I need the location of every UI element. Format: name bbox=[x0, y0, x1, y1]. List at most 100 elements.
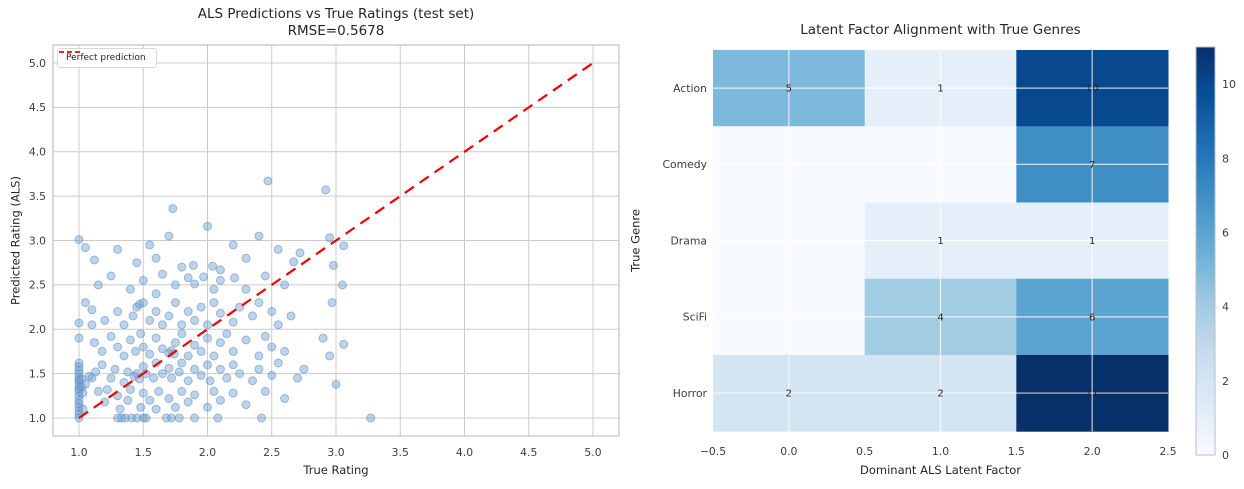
heatmap-title: Latent Factor Alignment with True Genres bbox=[800, 22, 1081, 38]
scatter-point bbox=[123, 395, 133, 405]
scatter-point bbox=[228, 346, 238, 356]
scatter-point bbox=[136, 402, 146, 412]
scatter-point bbox=[145, 240, 155, 250]
scatter-point bbox=[328, 260, 338, 270]
colorbar-tick-label: 6 bbox=[1222, 226, 1229, 239]
scatter-point bbox=[280, 394, 290, 403]
scatter-point bbox=[138, 388, 148, 398]
scatter-point bbox=[120, 413, 130, 423]
scatter-x-tick-label: 4.0 bbox=[456, 446, 473, 459]
scatter-point bbox=[164, 394, 174, 403]
scatter-point bbox=[74, 333, 84, 343]
scatter-point bbox=[164, 231, 174, 241]
scatter-point bbox=[136, 329, 146, 339]
scatter-point bbox=[151, 289, 161, 299]
scatter-point bbox=[183, 397, 193, 407]
scatter-point bbox=[110, 364, 120, 374]
scatter-point bbox=[106, 331, 116, 341]
scatter-point bbox=[203, 333, 212, 343]
heatmap-xaxis-label: Dominant ALS Latent Factor bbox=[860, 463, 1021, 477]
heatmap-cell-value: 1 bbox=[1089, 236, 1095, 247]
scatter-x-tick-label: 1.5 bbox=[135, 446, 152, 459]
scatter-point bbox=[318, 333, 328, 343]
scatter-point bbox=[196, 346, 206, 356]
heatmap-row-label: Comedy bbox=[662, 158, 707, 171]
scatter-point bbox=[113, 307, 123, 316]
heatmap-cell-value: 4 bbox=[937, 312, 943, 323]
scatter-point bbox=[123, 367, 133, 377]
scatter-point bbox=[138, 413, 148, 423]
scatter-point bbox=[260, 386, 270, 396]
heatmap-cell-value: 10 bbox=[1086, 84, 1099, 95]
scatter-point bbox=[280, 346, 290, 356]
scatter-point bbox=[177, 386, 187, 396]
scatter-point bbox=[208, 261, 218, 271]
scatter-point bbox=[293, 373, 302, 383]
scatter-point bbox=[248, 376, 257, 386]
scatter-point bbox=[164, 363, 174, 373]
scatter-point bbox=[337, 280, 347, 290]
scatter-point bbox=[170, 402, 180, 412]
scatter-point bbox=[78, 404, 88, 414]
heatmap-cell-value: 5 bbox=[786, 84, 792, 95]
scatter-point bbox=[286, 311, 296, 321]
scatter-point bbox=[177, 329, 187, 339]
scatter-point bbox=[158, 320, 167, 330]
scatter-point bbox=[80, 243, 90, 253]
scatter-point bbox=[295, 248, 305, 258]
heatmap-row-label: SciFi bbox=[683, 311, 707, 324]
scatter-point bbox=[254, 364, 264, 374]
scatter-point bbox=[209, 298, 219, 308]
scatter-xaxis-label: True Rating bbox=[303, 463, 369, 477]
scatter-point bbox=[203, 402, 212, 412]
scatter-point bbox=[106, 271, 116, 281]
scatter-point bbox=[241, 284, 251, 294]
scatter-point bbox=[132, 413, 142, 423]
scatter-x-tick-label: 3.5 bbox=[392, 446, 409, 459]
scatter-point bbox=[113, 244, 123, 254]
scatter-point bbox=[167, 413, 176, 423]
scatter-point bbox=[230, 273, 239, 283]
scatter-point bbox=[128, 311, 138, 321]
scatter-point bbox=[138, 298, 148, 308]
heatmap-cell-value: 2 bbox=[786, 389, 792, 400]
scatter-point bbox=[87, 305, 97, 315]
scatter-point bbox=[199, 272, 209, 282]
heatmap-yaxis-label: True Genre bbox=[628, 209, 643, 272]
scatter-point bbox=[190, 340, 200, 350]
scatter-point bbox=[97, 360, 107, 370]
heatmap-x-tick-label: 0.0 bbox=[780, 445, 797, 458]
scatter-point bbox=[177, 320, 187, 330]
scatter-point bbox=[170, 338, 180, 348]
scatter-point bbox=[190, 364, 200, 374]
scatter-point bbox=[196, 370, 206, 380]
scatter-y-tick-label: 2.0 bbox=[29, 323, 46, 336]
scatter-point bbox=[222, 373, 232, 383]
scatter-point bbox=[149, 373, 158, 383]
scatter-point bbox=[196, 302, 206, 312]
scatter-point bbox=[215, 395, 225, 405]
scatter-point bbox=[177, 358, 187, 368]
scatter-point bbox=[174, 413, 184, 423]
scatter-point bbox=[254, 351, 264, 361]
scatter-point bbox=[170, 280, 180, 290]
scatter-point bbox=[273, 244, 283, 254]
colorbar-tick-label: 4 bbox=[1222, 301, 1229, 314]
scatter-point bbox=[188, 260, 198, 270]
scatter-point bbox=[151, 404, 161, 414]
scatter-point bbox=[151, 333, 161, 343]
scatter-point bbox=[158, 344, 167, 354]
heatmap-cell-value: 1 bbox=[937, 84, 943, 95]
scatter-point bbox=[80, 298, 90, 308]
scatter-point bbox=[235, 302, 245, 312]
scatter-point bbox=[289, 257, 299, 267]
scatter-point bbox=[273, 320, 283, 330]
scatter-point bbox=[273, 358, 283, 368]
scatter-y-tick-label: 1.5 bbox=[29, 367, 46, 380]
heatmap-cell-value: 11 bbox=[1086, 389, 1099, 400]
scatter-point bbox=[125, 284, 135, 294]
heatmap-row-label: Action bbox=[673, 82, 707, 95]
colorbar-tick-label: 0 bbox=[1222, 449, 1229, 462]
scatter-point bbox=[93, 386, 103, 396]
